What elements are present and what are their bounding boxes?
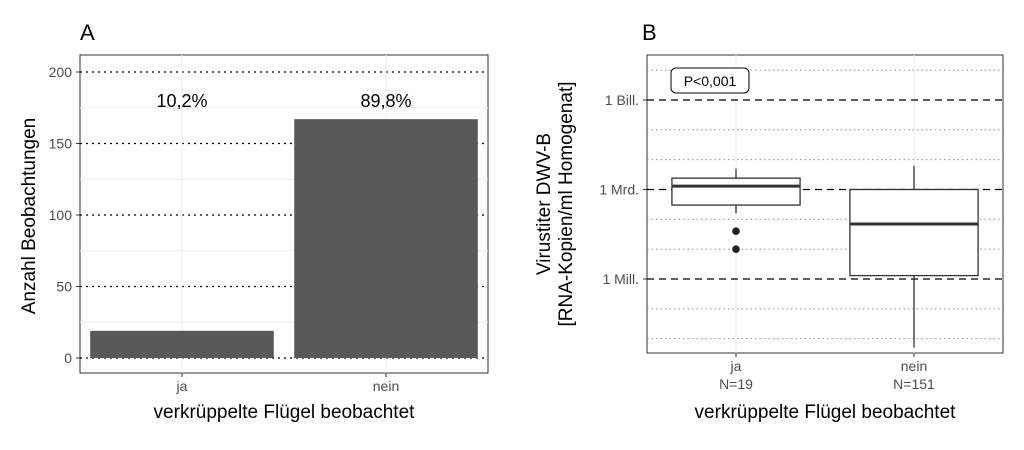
- panel-b-y-axis-title-line2: [RNA-Kopien/ml Homogenat]: [556, 82, 577, 327]
- panel-b-y-tick-label: 1 Bill.: [605, 92, 639, 108]
- panel-a-y-ticks: 0 50 100 150 200: [49, 64, 80, 366]
- panel-b-y-axis-title-line1: Virustiter DWV-B: [534, 133, 555, 275]
- panel-a-bar-chart: A 10,2% 89,8% 0 50 100 150 200 ja nein verkrüp…: [19, 20, 489, 423]
- panel-a-bar-labels: 10,2% 89,8%: [156, 91, 411, 111]
- panel-a-letter: A: [80, 20, 95, 45]
- bar-label-ja: 10,2%: [156, 91, 207, 111]
- outlier-point: [732, 245, 740, 253]
- panel-a-y-tick-label: 150: [49, 136, 73, 152]
- bar-ja: [90, 330, 274, 358]
- bar-nein: [294, 119, 478, 358]
- box-nein: [849, 165, 979, 348]
- outlier-point: [732, 227, 740, 236]
- panel-a-y-axis-title: Anzahl Beobachtungen: [19, 118, 40, 315]
- panel-a-x-ticks: ja nein: [176, 373, 399, 394]
- panel-b-y-tick-label: 1 Mrd.: [599, 182, 639, 198]
- panel-b-letter: B: [642, 20, 657, 45]
- panel-a-x-tick-label: ja: [176, 378, 188, 394]
- panel-b-y-ticks: 1 Mill. 1 Mrd. 1 Bill.: [599, 92, 647, 287]
- box-iqr: [671, 177, 801, 206]
- p-value-box: [670, 67, 750, 94]
- panel-b-y-axis-title: Virustiter DWV-B [RNA-Kopien/ml Homogena…: [534, 82, 577, 327]
- panel-a-x-tick-label: nein: [373, 378, 399, 394]
- panel-b-boxes: [671, 165, 979, 348]
- p-value-label: P<0,001: [684, 73, 737, 89]
- panel-b-x-ticks: ja N=19 nein N=151: [719, 353, 935, 392]
- box-iqr: [849, 188, 979, 277]
- panel-a-y-tick-label: 100: [49, 207, 73, 223]
- panel-b-box-plot: B 1 Mill. 1 Mrd. 1 Bill. ja N=19 nein N=151 P…: [534, 20, 1004, 423]
- panel-a-bars: [90, 119, 478, 358]
- panel-a-x-axis-title: verkrüppelte Flügel beobachtet: [154, 402, 416, 423]
- box-ja: [671, 168, 801, 253]
- p-value-annotation: P<0,001: [670, 67, 750, 94]
- panel-b-x-axis-title: verkrüppelte Flügel beobachtet: [695, 402, 957, 423]
- panel-b-x-tick-count: N=19: [719, 376, 753, 392]
- panel-a-y-tick-label: 0: [64, 350, 72, 366]
- panel-a-y-tick-label: 50: [56, 279, 72, 295]
- panel-b-x-tick-label: ja: [730, 358, 742, 374]
- panel-b-y-tick-label: 1 Mill.: [602, 271, 639, 287]
- panel-a-y-tick-label: 200: [49, 64, 73, 80]
- bar-label-nein: 89,8%: [360, 91, 411, 111]
- panel-b-x-tick-count: N=151: [893, 376, 935, 392]
- panel-b-x-tick-label: nein: [901, 358, 927, 374]
